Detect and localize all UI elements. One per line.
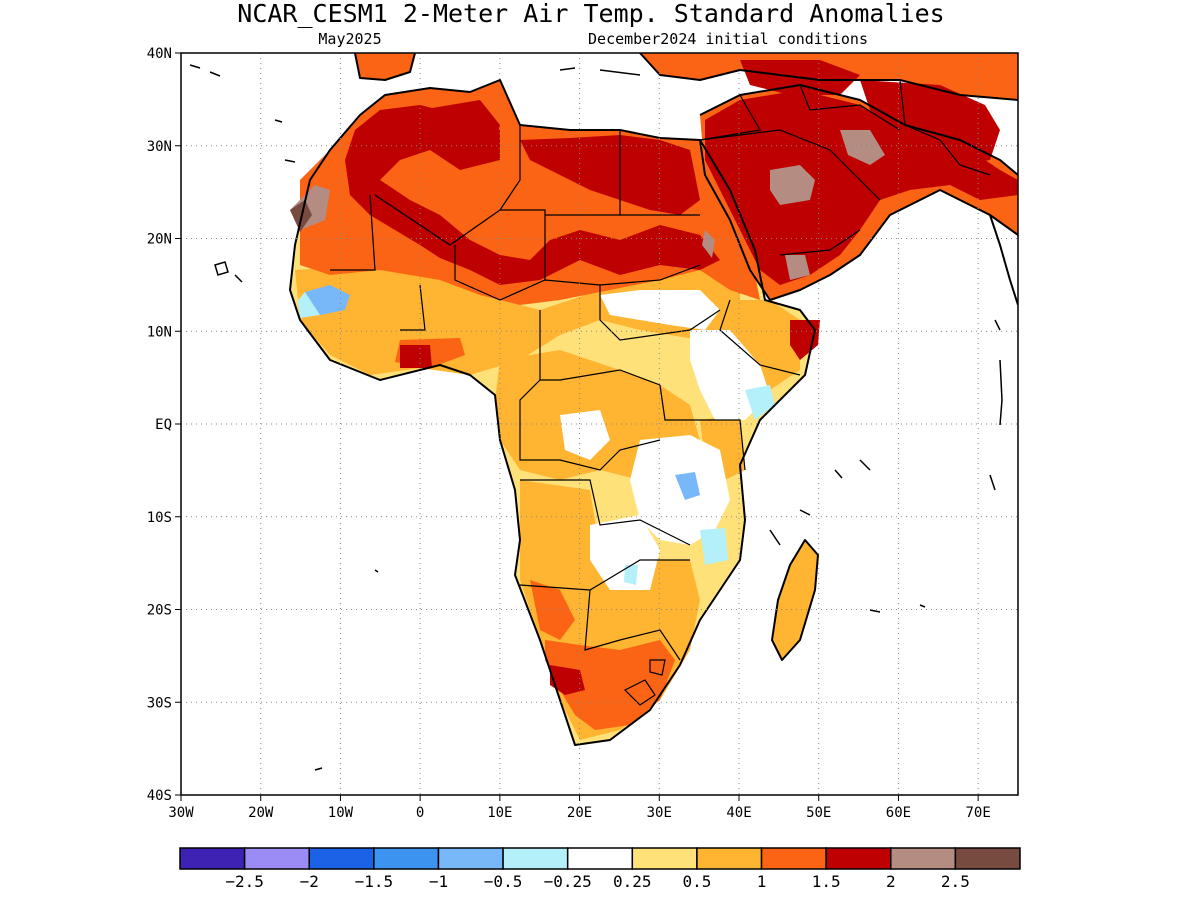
colorbar-swatch [954,847,1021,870]
map-title: NCAR_CESM1 2-Meter Air Temp. Standard An… [237,0,944,28]
forecast-month: May2025 [318,30,381,48]
colorbar-swatch [179,847,246,870]
sahel-neutral [600,290,720,330]
lon-label: 30W [168,805,194,821]
longitude-labels: 30W 20W 10W 0 10E 20E 30E 40E 50E 60E 70E [168,805,990,821]
senegal-weak-negative [298,292,320,318]
lon-label: 20E [567,805,592,821]
africa-coastline [289,79,816,746]
latitude-labels: 40N 30N 20N 10N EQ 10S 20S 30S 40S [147,46,172,804]
lon-label: 40E [726,805,751,821]
red-sea-extreme [702,230,715,258]
colorbar-label: −2 [300,872,319,891]
lon-label: 60E [886,805,911,821]
iberia-coastline [354,53,416,81]
colorbar-label: 2.5 [941,872,970,891]
colorbar-swatch [631,847,698,870]
iran-very-strong [860,80,1000,165]
axis-ticks [175,52,979,801]
initial-conditions-label: December2024 initial conditions [588,30,868,48]
lat-label: 30S [147,695,172,711]
lat-label: 10S [147,510,172,526]
tanzania-negative [675,472,700,500]
india-coastline [989,214,1018,306]
colorbar-swatch [890,847,957,870]
kenya-weak-negative [745,385,775,420]
lon-label: 50E [806,805,831,821]
colorbar-label: −1.5 [355,872,394,891]
lon-label: 10E [487,805,512,821]
lat-label: 40N [147,46,172,62]
colorbar-swatch [373,847,440,870]
lat-label: 20S [147,603,172,619]
tanzania-weak-negative [700,528,728,565]
senegal-negative [305,285,350,315]
south-africa-strong [545,640,675,730]
arabia-extreme [770,165,815,205]
zambia-neutral [590,515,660,590]
lat-label: 20N [147,232,172,248]
iberia-strip [355,53,415,80]
colorbar-label: −1 [429,872,448,891]
congo-neutral [560,410,610,460]
colorbar [179,847,1021,870]
madagascar-coastline [771,539,819,661]
south-africa-very-strong [550,665,585,695]
namibia-strong [530,580,575,640]
colorbar-swatch [243,847,310,870]
lat-label: 40S [147,788,172,804]
sahara-very-strong [345,105,720,285]
colorbar-label: 2 [886,872,896,891]
libya-very-strong [420,100,500,160]
iran-extreme [840,130,885,165]
great-lakes-neutral [630,435,730,545]
coastlines [289,53,1018,746]
colorbar-label: −0.25 [544,872,592,891]
colorbar-swatch [502,847,569,870]
gridlines [181,53,1018,795]
lon-label: 20W [248,805,274,821]
madagascar [772,540,818,660]
country-borders [330,79,991,706]
anomaly-field [189,53,1018,771]
lon-label: 70E [965,805,990,821]
lat-label: EQ [155,417,172,433]
islands [189,64,1003,771]
arabia-very-strong [705,90,1018,285]
colorbar-swatch [825,847,892,870]
colorbar-swatch [696,847,763,870]
colorbar-label: 1 [757,872,767,891]
colorbar-swatch [437,847,504,870]
zambia-weak-negative [624,565,638,585]
lon-label: 30E [647,805,672,821]
colorbar-swatch [760,847,827,870]
colorbar-label: 1.5 [812,872,841,891]
lon-label: 10W [328,805,354,821]
europe-coastline [639,53,1018,101]
lat-label: 30N [147,139,172,155]
colorbar-label: −0.5 [484,872,523,891]
arabia-south-extreme [785,255,810,280]
gulf-guinea-very-strong [400,345,432,368]
colorbar-label: −2.5 [225,872,264,891]
colorbar-label: 0.25 [613,872,652,891]
colorbar-swatch [308,847,375,870]
colorbar-swatch [566,847,634,870]
egypt-very-strong [520,135,700,215]
lat-label: 10N [147,324,172,340]
colorbar-label: 0.5 [682,872,711,891]
horn-very-strong [790,320,820,360]
arabia-coastline [699,84,1018,301]
lon-label: 0 [416,805,424,821]
colorbar-labels: −2.5 −2 −1.5 −1 −0.5 −0.25 0.25 0.5 1 1.5 2 2.5 [225,872,969,891]
